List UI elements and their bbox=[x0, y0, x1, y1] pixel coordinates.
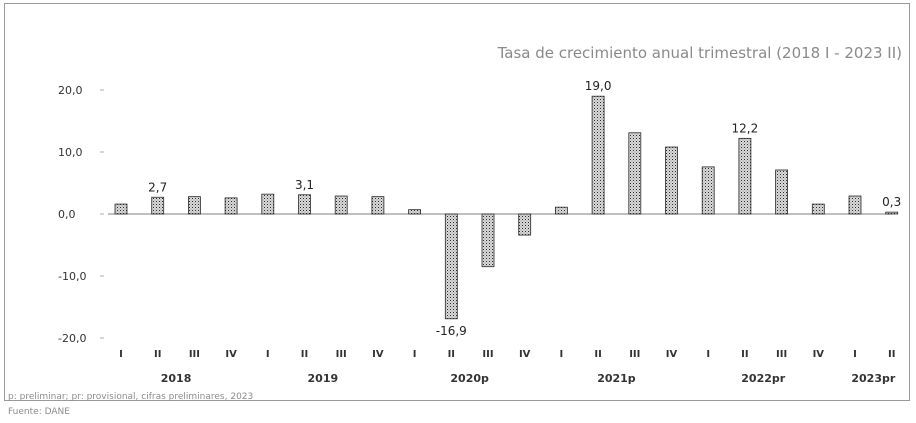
y-tick-label: -10,0 bbox=[58, 270, 86, 283]
bar bbox=[371, 196, 385, 215]
data-label: 19,0 bbox=[585, 79, 612, 93]
bar bbox=[885, 211, 899, 215]
footnote-source: Fuente: DANE bbox=[8, 407, 70, 417]
year-label: 2020p bbox=[450, 372, 489, 385]
x-tick-label: I bbox=[560, 349, 564, 360]
x-tick-label: II bbox=[741, 349, 748, 360]
x-tick-label: III bbox=[336, 349, 347, 360]
bar bbox=[334, 195, 348, 215]
x-tick-label: I bbox=[853, 349, 857, 360]
bar bbox=[114, 203, 128, 215]
chart-frame bbox=[4, 3, 910, 401]
x-tick-label: IV bbox=[519, 349, 531, 360]
bar bbox=[481, 213, 495, 268]
x-tick-label: III bbox=[482, 349, 493, 360]
x-tick-label: II bbox=[448, 349, 455, 360]
data-label: 3,1 bbox=[295, 178, 314, 192]
bar bbox=[665, 146, 678, 215]
bar bbox=[555, 206, 568, 215]
data-label: 0,3 bbox=[882, 195, 901, 209]
bar bbox=[775, 169, 788, 215]
bar bbox=[811, 203, 825, 215]
bar bbox=[408, 209, 422, 215]
data-label: -16,9 bbox=[436, 324, 467, 338]
bar bbox=[518, 213, 532, 236]
footnote-preliminary: p: preliminar; pr: provisional, cifras p… bbox=[8, 392, 254, 402]
year-label: 2022pr bbox=[741, 372, 785, 385]
x-tick-label: I bbox=[119, 349, 123, 360]
bar bbox=[628, 132, 642, 215]
y-tick-label: -20,0 bbox=[58, 332, 86, 345]
bar bbox=[848, 195, 862, 215]
x-tick-label: I bbox=[266, 349, 270, 360]
year-label: 2021p bbox=[597, 372, 636, 385]
x-tick-label: III bbox=[629, 349, 640, 360]
bar bbox=[444, 213, 458, 320]
x-tick-label: I bbox=[413, 349, 417, 360]
y-tick-label: 0,0 bbox=[58, 208, 76, 221]
x-tick-label: IV bbox=[225, 349, 237, 360]
x-tick-label: I bbox=[706, 349, 710, 360]
y-tick-label: 10,0 bbox=[58, 146, 83, 159]
x-tick-label: II bbox=[888, 349, 895, 360]
bar bbox=[298, 194, 311, 215]
bar bbox=[261, 193, 275, 215]
bar bbox=[701, 166, 715, 215]
bar bbox=[591, 95, 605, 215]
x-tick-label: II bbox=[301, 349, 308, 360]
year-label: 2018 bbox=[161, 372, 192, 385]
y-tick-label: 20,0 bbox=[58, 84, 83, 97]
x-tick-label: III bbox=[189, 349, 200, 360]
chart-subtitle: Tasa de crecimiento anual trimestral (20… bbox=[497, 44, 902, 62]
x-tick-label: II bbox=[594, 349, 601, 360]
x-tick-label: IV bbox=[666, 349, 678, 360]
year-label: 2019 bbox=[308, 372, 339, 385]
data-label: 12,2 bbox=[732, 121, 759, 135]
bar bbox=[738, 137, 752, 215]
year-label: 2023pr bbox=[851, 372, 895, 385]
bar bbox=[151, 196, 165, 215]
x-tick-label: II bbox=[154, 349, 161, 360]
data-label: 2,7 bbox=[148, 180, 167, 194]
x-tick-label: III bbox=[776, 349, 787, 360]
bar bbox=[224, 197, 238, 215]
x-tick-label: IV bbox=[813, 349, 825, 360]
bar bbox=[187, 196, 201, 215]
x-tick-label: IV bbox=[372, 349, 384, 360]
